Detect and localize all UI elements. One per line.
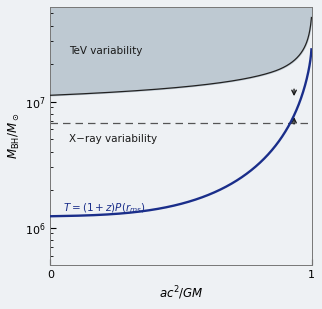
Y-axis label: $M_{\rm BH}/M_\odot$: $M_{\rm BH}/M_\odot$	[7, 113, 22, 159]
Text: X−ray variability: X−ray variability	[69, 134, 157, 144]
X-axis label: $ac^2/GM$: $ac^2/GM$	[158, 285, 203, 302]
Text: TeV variability: TeV variability	[69, 46, 142, 56]
Text: $T=(1+z)P(r_{ms})$: $T=(1+z)P(r_{ms})$	[63, 201, 146, 215]
